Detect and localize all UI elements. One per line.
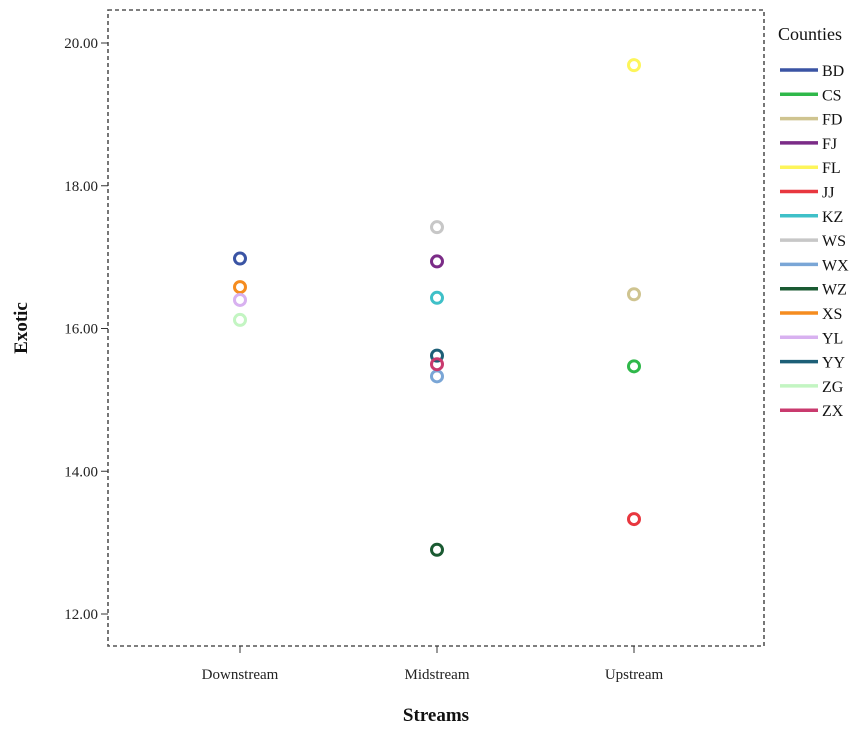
data-point-jj xyxy=(627,512,641,527)
x-axis: Downstream Midstream Upstream xyxy=(202,646,664,683)
data-point-fj xyxy=(430,254,444,269)
data-point-cs xyxy=(627,359,641,374)
data-point-zg xyxy=(233,312,247,327)
x-axis-title: Streams xyxy=(403,705,469,726)
data-point-kz xyxy=(430,290,444,305)
legend-label-cs: CS xyxy=(822,87,842,104)
y-tick-label: 14.00 xyxy=(64,464,98,480)
y-axis: 12.00 14.00 16.00 18.00 20.00 xyxy=(64,36,108,623)
y-tick-label: 16.00 xyxy=(64,322,98,338)
legend-label-yl: YL xyxy=(822,330,843,347)
data-point-xs xyxy=(233,280,247,295)
legend-label-zx: ZX xyxy=(822,403,844,420)
data-point-bd xyxy=(233,251,247,266)
y-tick-label: 20.00 xyxy=(64,36,98,52)
legend-label-bd: BD xyxy=(822,63,844,80)
legend-label-yy: YY xyxy=(822,355,846,372)
x-tick-label: Upstream xyxy=(605,667,664,683)
y-tick-label: 18.00 xyxy=(64,179,98,195)
legend: Counties BD CS FD FJ FL JJ KZ WS WX WZ XS YL YY ZG ZX xyxy=(778,24,849,420)
data-point-yl xyxy=(233,292,247,307)
data-point-yy xyxy=(430,348,444,363)
legend-label-xs: XS xyxy=(822,306,842,323)
data-point-wz xyxy=(430,542,444,557)
data-point-zx xyxy=(430,357,444,372)
data-point-ws xyxy=(430,220,444,235)
legend-label-fj: FJ xyxy=(822,136,837,153)
legend-label-zg: ZG xyxy=(822,379,844,396)
legend-label-ws: WS xyxy=(822,233,846,250)
plot-area-frame xyxy=(107,9,765,647)
x-tick-label: Midstream xyxy=(405,667,470,683)
legend-label-fl: FL xyxy=(822,160,841,177)
legend-title: Counties xyxy=(778,24,842,44)
data-point-fd xyxy=(627,287,641,302)
legend-label-wx: WX xyxy=(822,257,849,274)
data-point-fl xyxy=(627,58,641,73)
data-point-wx xyxy=(430,369,444,384)
legend-label-fd: FD xyxy=(822,112,842,129)
legend-label-wz: WZ xyxy=(822,282,847,299)
legend-label-jj: JJ xyxy=(822,185,834,202)
y-tick-label: 12.00 xyxy=(64,607,98,623)
legend-label-kz: KZ xyxy=(822,209,843,226)
data-points xyxy=(233,58,641,557)
y-axis-title: Exotic xyxy=(11,302,32,354)
x-tick-label: Downstream xyxy=(202,667,279,683)
